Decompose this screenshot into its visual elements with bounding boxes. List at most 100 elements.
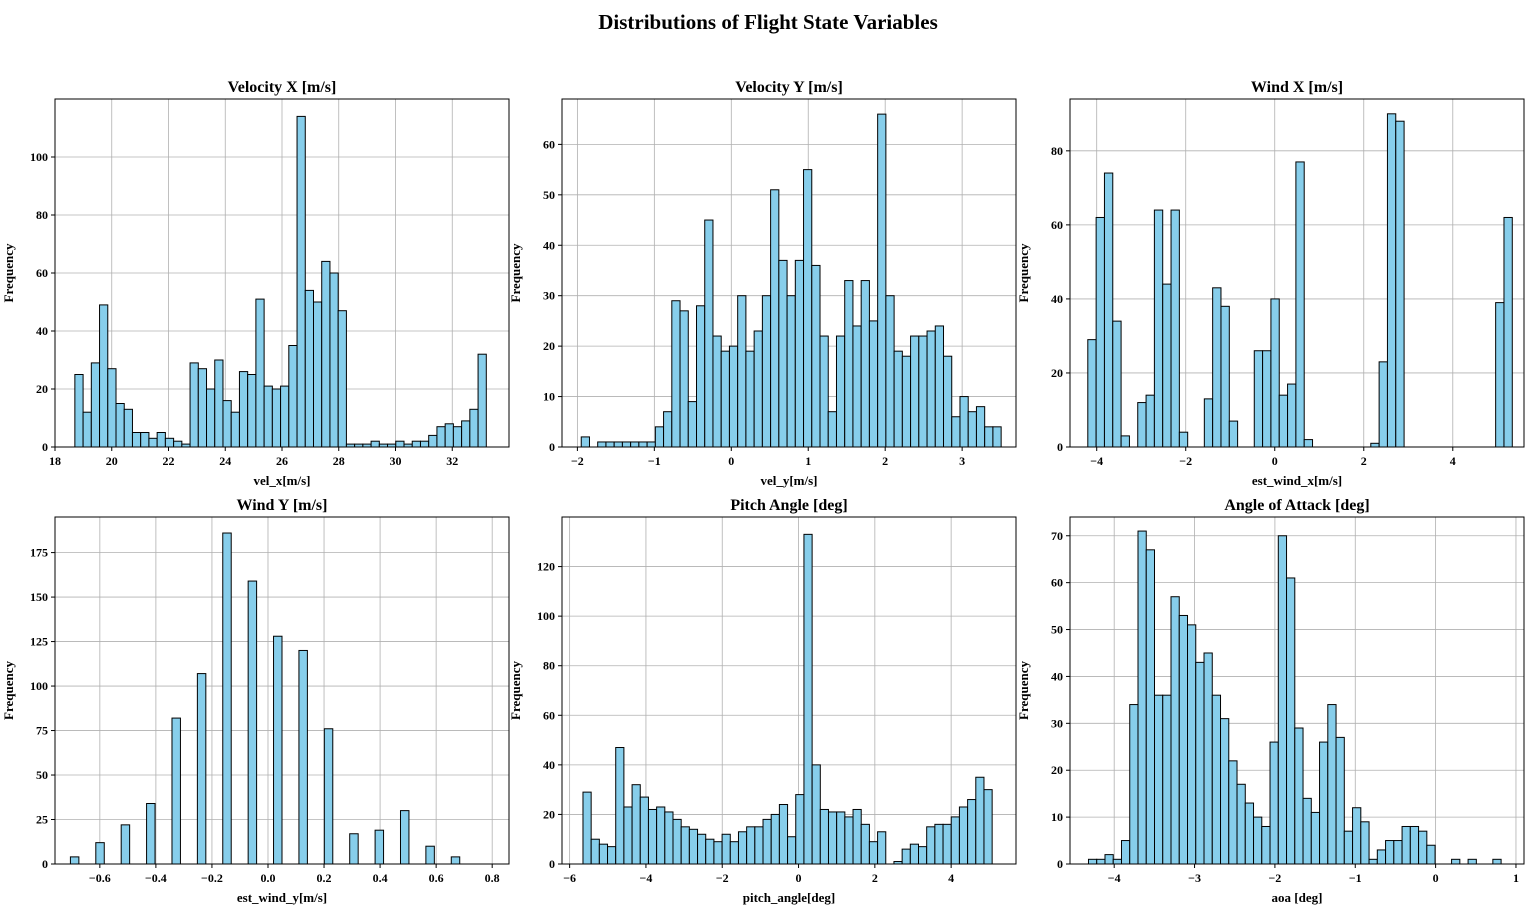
histogram-bar [469,408,479,448]
y-tick-label: 100 [30,679,48,693]
histogram-bar [1302,797,1312,865]
histogram-bar [753,330,763,448]
axes-frame [561,98,1017,448]
histogram-bar [844,816,854,865]
histogram-bar [1129,704,1139,865]
histogram-bar [590,838,600,865]
y-tick-label: 50 [1051,623,1063,637]
histogram-bar [934,325,945,448]
histogram-bar [647,808,658,865]
histogram-bar [1170,209,1180,448]
histogram-bar [639,796,649,865]
histogram-bar [1212,287,1222,448]
histogram-bar [901,848,911,865]
y-tick-label: 30 [543,289,555,303]
histogram-bar [679,310,689,448]
x-tick-label: −4 [1108,871,1121,885]
histogram-bar [173,440,183,448]
histogram-bar [1104,854,1114,865]
y-axis-label: Frequency [1016,661,1031,720]
x-tick-label: 28 [333,454,345,468]
x-tick-label: −1 [1349,871,1362,885]
histogram-bar [942,823,952,865]
histogram-bar [630,441,640,448]
histogram-bar [728,345,739,448]
histogram-bar [1253,350,1264,448]
histogram-bar [688,828,699,865]
histogram-bar [1295,161,1305,448]
histogram-bar [69,856,80,865]
histogram-bar [428,434,438,448]
histogram-bar [1120,840,1131,865]
histogram-bar [436,426,446,448]
x-tick-label: 0.0 [260,871,275,885]
y-tick-label: 100 [537,609,555,623]
axes-frame [561,516,1017,865]
subplot-1: 18 20 22 24 26 28 30 32 0 20 40 60 80 100 Velocity X [… [1,79,510,488]
x-tick-label: −6 [563,871,576,885]
histogram-bar [1269,741,1279,865]
histogram-bar [444,423,454,448]
histogram-bar [222,400,232,448]
histogram-bar [1376,849,1387,865]
histogram-bar [196,673,207,865]
histogram-bar [737,831,748,865]
x-tick-label: −0.4 [145,871,167,885]
histogram-bar [247,580,258,865]
histogram-bar [1467,858,1477,865]
x-tick-label: −0.6 [89,871,111,885]
histogram-bar [778,259,788,448]
x-tick-label: 26 [276,454,288,468]
histogram-bar [90,362,101,448]
histogram-bar [1294,727,1304,865]
y-tick-label: 60 [1051,218,1063,232]
histogram-bar [1370,442,1380,448]
histogram-bar [729,841,739,865]
histogram-bar [794,259,805,448]
histogram-bar [1220,305,1230,448]
histogram-bar [638,441,648,448]
histogram-bar [762,818,772,865]
histogram-bar [477,353,487,448]
histogram-bar [280,385,290,448]
y-axis-label: Frequency [1,661,16,720]
histogram-bar [255,298,265,448]
histogram-bar [450,856,461,865]
y-tick-label: 20 [1051,763,1063,777]
histogram-bar [1492,858,1502,865]
histogram-bar [868,841,879,865]
histogram-bar [1270,298,1280,448]
histogram-bar [1401,825,1411,865]
histogram-bar [1203,652,1213,865]
histogram-bar [1153,209,1164,448]
histogram-bar [370,440,380,448]
histogram-bar [623,806,633,865]
histogram-bar [1409,825,1420,865]
x-tick-label: 22 [163,454,175,468]
histogram-bar [148,437,158,448]
subplot-title: Pitch Angle [deg] [730,497,847,514]
x-tick-label: 30 [390,454,402,468]
x-tick-label: 0 [728,454,734,468]
x-axis-label: est_wind_y[m/s] [237,890,327,905]
y-tick-label: 30 [1051,716,1063,730]
histogram-bar [461,420,471,448]
histogram-bar [1360,821,1370,865]
y-tick-label: 50 [543,188,555,202]
histogram-bar [337,310,347,448]
histogram-bar [712,335,722,448]
x-tick-label: 0 [796,871,802,885]
y-tick-label: 80 [1051,144,1063,158]
histogram-bar [1352,807,1362,865]
histogram-bar [1195,661,1205,865]
y-tick-label: 80 [36,208,48,222]
histogram-bar [1087,339,1097,448]
subplot-title: Wind X [m/s] [1251,79,1343,96]
histogram-bar [835,335,846,448]
histogram-bar [304,289,314,448]
x-tick-label: −4 [1090,454,1103,468]
histogram-bar [1335,736,1345,865]
histogram-bar [288,345,298,448]
histogram-bar [1503,216,1513,448]
